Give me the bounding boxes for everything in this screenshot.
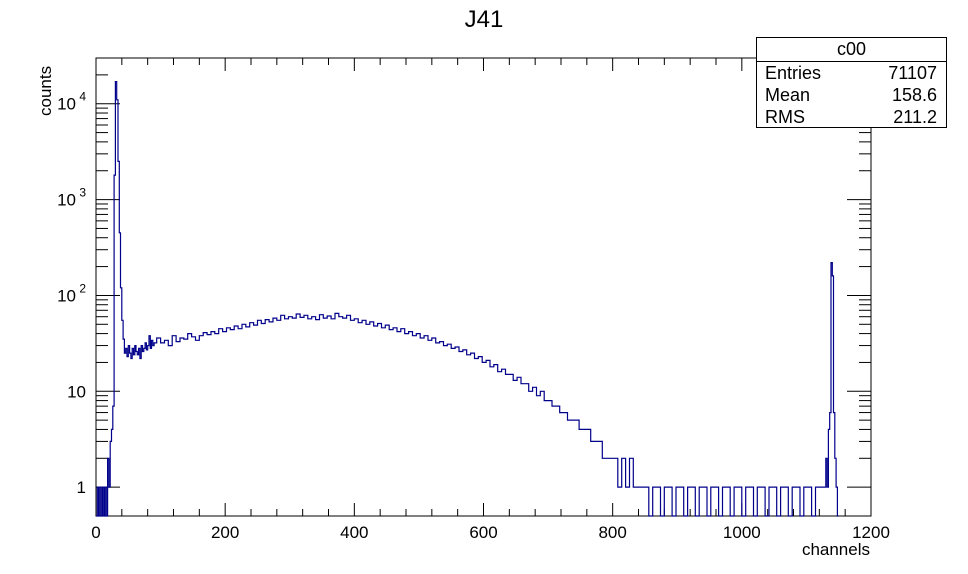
stats-rms-value: 211.2 bbox=[893, 107, 937, 127]
x-axis-title: channels bbox=[801, 540, 870, 559]
stats-box: c00 Entries 71107 Mean 158.6 RMS 211.2 bbox=[756, 37, 947, 128]
stats-entries-label: Entries bbox=[765, 63, 822, 83]
y-tick-label: 10 bbox=[67, 382, 86, 401]
y-tick-exponent: 4 bbox=[79, 90, 86, 104]
x-tick-label: 0 bbox=[91, 523, 100, 542]
stats-row-entries: Entries 71107 bbox=[757, 62, 946, 84]
chart-title: J41 bbox=[464, 6, 504, 33]
stats-row-mean: Mean 158.6 bbox=[757, 84, 946, 106]
stats-mean-value: 158.6 bbox=[891, 85, 937, 105]
stats-row-rms: RMS 211.2 bbox=[757, 106, 946, 128]
y-tick-label: 10 bbox=[57, 95, 76, 114]
y-tick-exponent: 2 bbox=[79, 281, 86, 295]
y-axis-title: counts bbox=[36, 65, 55, 116]
stats-mean-label: Mean bbox=[765, 85, 811, 105]
y-tick-exponent: 3 bbox=[79, 186, 86, 200]
stats-rms-label: RMS bbox=[765, 107, 805, 127]
x-tick-label: 200 bbox=[211, 523, 239, 542]
y-tick-label: 10 bbox=[57, 286, 76, 305]
x-tick-label: 400 bbox=[340, 523, 368, 542]
y-tick-label: 10 bbox=[57, 191, 76, 210]
stats-entries-value: 71107 bbox=[888, 63, 937, 83]
plot-frame bbox=[95, 57, 872, 517]
x-tick-label: 1200 bbox=[852, 523, 890, 542]
histogram-series-line bbox=[96, 81, 839, 517]
y-tick-label: 1 bbox=[77, 478, 86, 497]
x-tick-label: 800 bbox=[598, 523, 626, 542]
x-tick-label: 1000 bbox=[723, 523, 761, 542]
x-tick-label: 600 bbox=[469, 523, 497, 542]
stats-name: c00 bbox=[757, 38, 946, 62]
